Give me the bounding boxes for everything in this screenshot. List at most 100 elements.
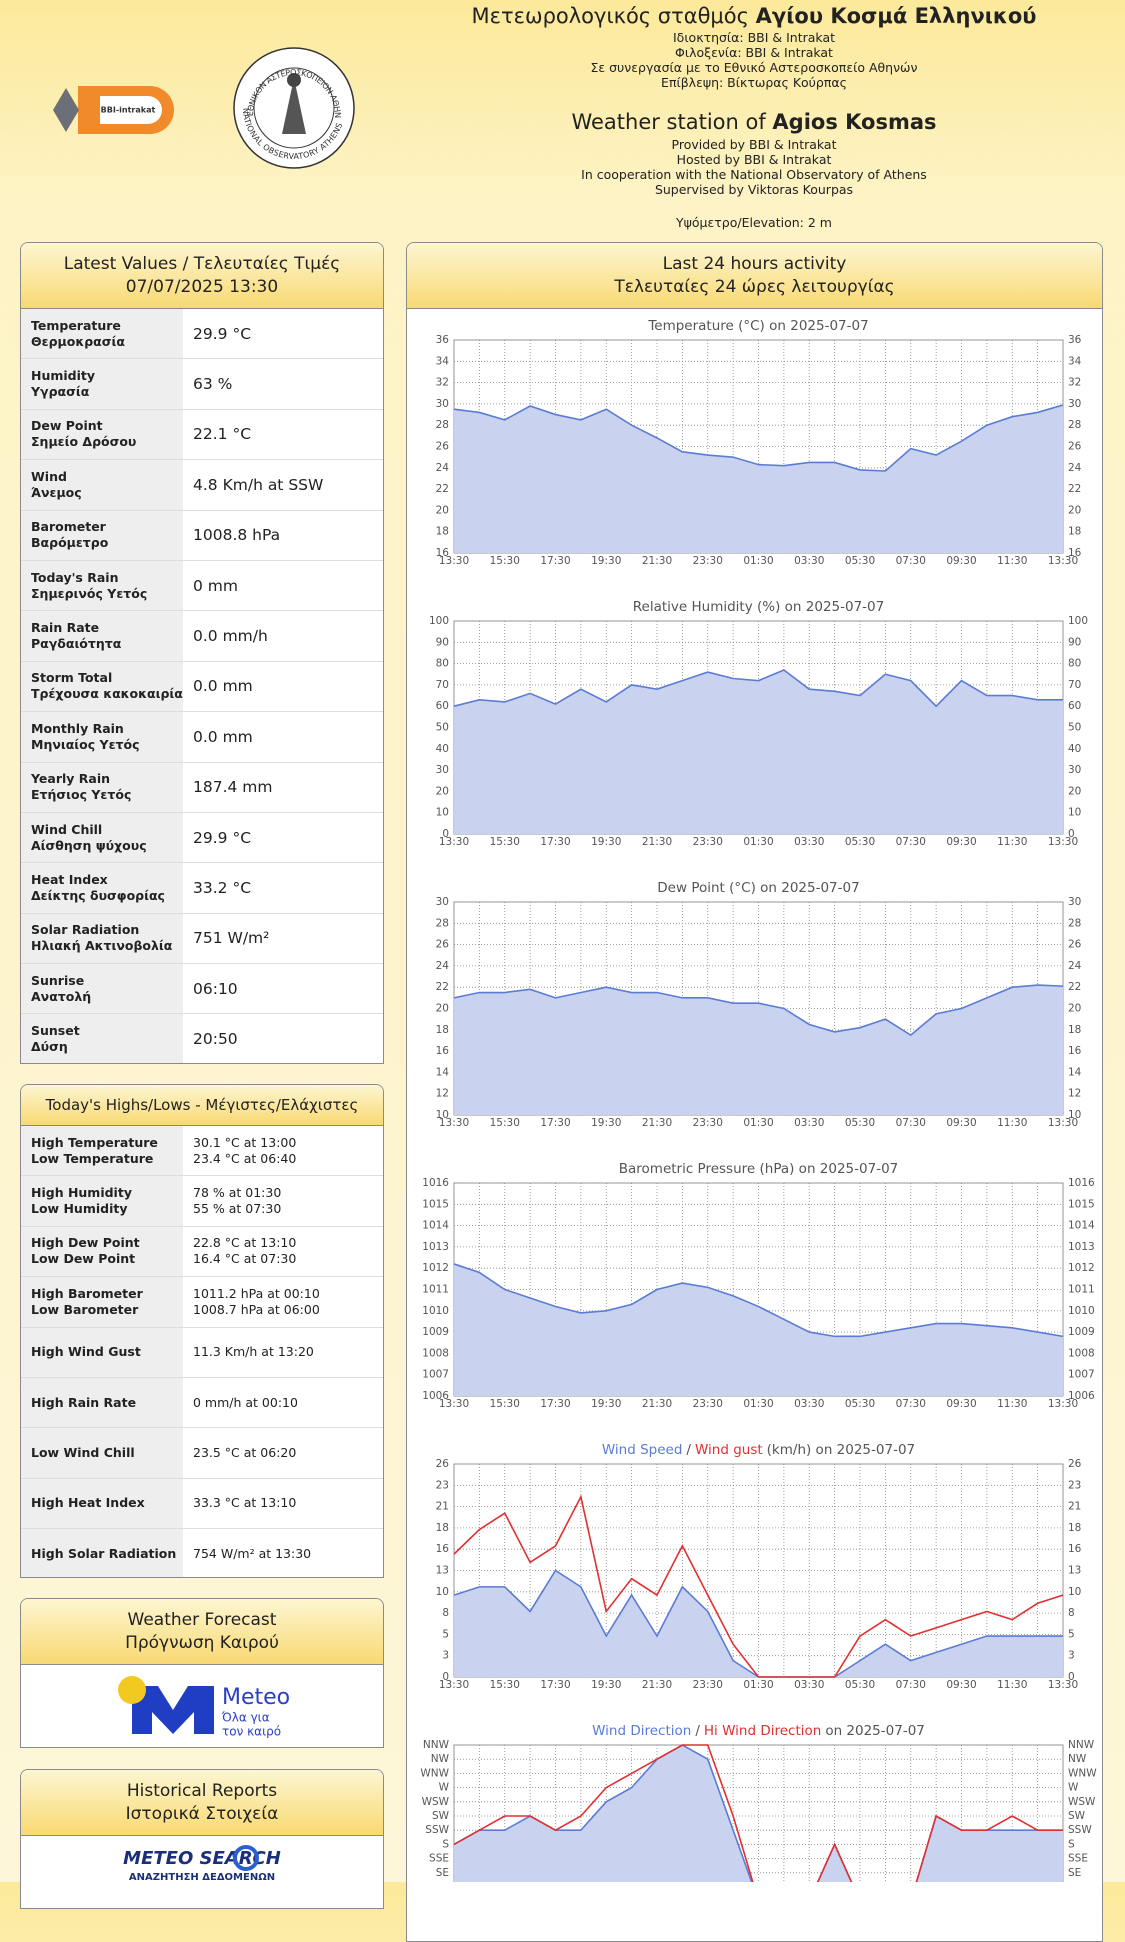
row-label: High Wind Gust bbox=[21, 1327, 183, 1377]
x-tick-label: 03:30 bbox=[794, 1679, 824, 1691]
x-tick-label: 13:30 bbox=[439, 1679, 469, 1691]
y-tick-label-right: 70 bbox=[1068, 679, 1081, 691]
chart-title: Wind Speed / Wind gust (km/h) on 2025-07-07 bbox=[602, 1442, 915, 1458]
x-tick-label: 07:30 bbox=[896, 1679, 926, 1691]
row-label: Barometer Βαρόμετρο bbox=[21, 510, 183, 560]
label-text: Low Humidity bbox=[31, 1201, 128, 1217]
bbi-logo: BBI-intrakat bbox=[53, 86, 174, 134]
label-gr: Άνεμος bbox=[31, 484, 82, 500]
y-tick-label-right: 16 bbox=[1068, 1045, 1082, 1057]
y-tick-label-right: 1006 bbox=[1068, 1390, 1095, 1402]
data-line bbox=[453, 1263, 1064, 1338]
x-tick-label: 23:30 bbox=[693, 555, 723, 567]
y-tick-label: 1008 bbox=[422, 1347, 449, 1359]
x-tick-label: 05:30 bbox=[845, 1679, 875, 1691]
latest-table: Temperature Θερμοκρασία 29.9 °C Humidity Υγρ… bbox=[21, 309, 383, 1063]
label-en: Barometer bbox=[31, 519, 106, 535]
logo-text: Meteo bbox=[222, 1685, 290, 1710]
label-text: Low Dew Point bbox=[31, 1251, 136, 1267]
title-text: Dew Point (°C) on 2025-07-07 bbox=[657, 880, 859, 896]
info-line: Φιλοξενία: BBI & Intrakat bbox=[675, 45, 833, 60]
y-tick-label-right: 34 bbox=[1068, 355, 1082, 367]
panel-title: Last 24 hours activity bbox=[662, 253, 847, 274]
y-tick-label-right: 90 bbox=[1068, 636, 1081, 648]
y-tick-label-right: 60 bbox=[1068, 700, 1081, 712]
y-tick-label: SSW bbox=[425, 1824, 449, 1836]
row-value: 06:10 bbox=[183, 964, 238, 1013]
x-tick-label: 05:30 bbox=[845, 836, 875, 848]
label-gr: Ετήσιος Υετός bbox=[31, 787, 132, 803]
data-line bbox=[453, 984, 1064, 1037]
value-text: 22.8 °C at 13:10 bbox=[193, 1235, 297, 1251]
info-en: Provided by BBI & Intrakat Hosted by BBI … bbox=[404, 137, 1104, 197]
logo-tagline: ΑΝΑΖΗΤΗΣΗ ΔΕΔΟΜΕΝΩΝ bbox=[129, 1872, 275, 1882]
y-tick-label-right: 1013 bbox=[1068, 1241, 1095, 1253]
panel-header: Historical Reports Ιστορικά Στοιχεία bbox=[21, 1770, 383, 1836]
y-tick-label-right: 18 bbox=[1068, 526, 1081, 538]
x-tick-label: 09:30 bbox=[946, 555, 976, 567]
y-tick-label: 90 bbox=[436, 636, 449, 648]
y-tick-label: 1007 bbox=[422, 1369, 449, 1381]
panel-title: Today's Highs/Lows - Μέγιστες/Ελάχιστες bbox=[45, 1095, 359, 1114]
y-tick-label-right: 0 bbox=[1068, 1671, 1075, 1683]
y-tick-label: 30 bbox=[436, 896, 449, 908]
value-text: 4.8 Km/h at SSW bbox=[193, 475, 324, 494]
y-tick-label: 1009 bbox=[422, 1326, 449, 1338]
chart-title: Barometric Pressure (hPa) on 2025-07-07 bbox=[619, 1161, 899, 1177]
panel-header: Today's Highs/Lows - Μέγιστες/Ελάχιστες bbox=[21, 1085, 383, 1126]
y-tick-label-right: 1015 bbox=[1068, 1198, 1095, 1210]
area-fill bbox=[454, 1570, 1063, 1677]
row-label: Storm Total Τρέχουσα κακοκαιρία bbox=[21, 661, 183, 712]
y-tick-label: 40 bbox=[436, 743, 449, 755]
chart-title: Dew Point (°C) on 2025-07-07 bbox=[657, 880, 859, 896]
y-tick-label-right: 14 bbox=[1068, 1066, 1082, 1078]
meteo-search-logo[interactable]: METEO SEARCH ΑΝΑΖΗΤΗΣΗ ΔΕΔΟΜΕΝΩΝ bbox=[123, 1845, 281, 1882]
meteo-logo[interactable]: Meteo Όλα για τον καιρό bbox=[118, 1676, 290, 1739]
info-line: In cooperation with the National Observa… bbox=[581, 167, 927, 182]
x-tick-label: 21:30 bbox=[642, 555, 672, 567]
y-tick-label-right: 23 bbox=[1068, 1479, 1081, 1491]
y-tick-label: 1014 bbox=[422, 1220, 449, 1232]
highs-lows-panel: Today's Highs/Lows - Μέγιστες/Ελάχιστες … bbox=[20, 1084, 384, 1578]
y-tick-label: 5 bbox=[442, 1628, 449, 1640]
label-text: High Humidity bbox=[31, 1185, 132, 1201]
x-tick-label: 23:30 bbox=[693, 836, 723, 848]
table-row: High Wind Gust 11.3 Km/h at 13:20 bbox=[21, 1327, 383, 1378]
y-tick-label: 32 bbox=[436, 377, 449, 389]
label-gr: Δύση bbox=[31, 1039, 68, 1055]
x-tick-label: 19:30 bbox=[591, 1398, 621, 1410]
y-tick-label-right: W bbox=[1068, 1782, 1079, 1794]
x-tick-label: 19:30 bbox=[591, 836, 621, 848]
value-text: 754 W/m² at 13:30 bbox=[193, 1545, 312, 1561]
y-tick-label: 16 bbox=[436, 1543, 450, 1555]
y-tick-label: 50 bbox=[436, 722, 449, 734]
x-tick-label: 15:30 bbox=[490, 555, 520, 567]
x-tick-label: 13:30 bbox=[439, 1117, 469, 1129]
value-text: 23.5 °C at 06:20 bbox=[193, 1445, 297, 1461]
y-tick-label-right: SSE bbox=[1068, 1853, 1088, 1865]
value-text: 29.9 °C bbox=[193, 324, 252, 343]
table-row: Humidity Υγρασία 63 % bbox=[21, 359, 383, 410]
y-tick-label-right: 30 bbox=[1068, 398, 1081, 410]
data-line bbox=[453, 669, 1063, 708]
label-gr: Σημείο Δρόσου bbox=[31, 434, 137, 450]
data-line bbox=[453, 404, 1064, 472]
data-line bbox=[453, 1494, 1064, 1678]
y-tick-label-right: WSW bbox=[1068, 1796, 1096, 1808]
x-tick-label: 03:30 bbox=[794, 1398, 824, 1410]
y-tick-label: 100 bbox=[429, 615, 449, 627]
value-text: 1008.7 hPa at 06:00 bbox=[193, 1301, 320, 1317]
row-value: 20:50 bbox=[183, 1014, 238, 1063]
x-tick-label: 23:30 bbox=[693, 1117, 723, 1129]
label-en: Today's Rain bbox=[31, 569, 119, 585]
y-tick-label: 36 bbox=[436, 334, 450, 346]
panel-title: Historical Reports bbox=[126, 1780, 278, 1801]
y-tick-label: 18 bbox=[436, 526, 449, 538]
area-fill bbox=[454, 669, 1063, 834]
x-tick-label: 21:30 bbox=[642, 1398, 672, 1410]
value-text: 06:10 bbox=[193, 979, 238, 998]
y-tick-label: 22 bbox=[436, 981, 449, 993]
y-tick-label: 0 bbox=[442, 828, 449, 840]
panel-header: Last 24 hours activity Τελευταίες 24 ώρες… bbox=[407, 243, 1102, 309]
y-tick-label: 1012 bbox=[422, 1262, 449, 1274]
